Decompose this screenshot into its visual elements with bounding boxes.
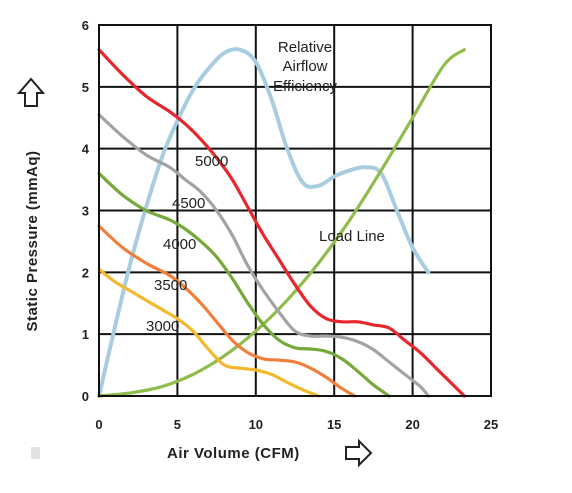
label-4000: 4000 (163, 236, 196, 253)
tick-labels: 0 5 10 15 20 25 0 1 2 3 4 5 6 (82, 18, 498, 432)
y-tick-label: 0 (82, 389, 89, 404)
y-tick-label: 2 (82, 265, 89, 280)
x-axis-arrow-icon (345, 438, 373, 468)
y-tick-label: 3 (82, 204, 89, 219)
series-line-4500 (97, 113, 430, 398)
curves (97, 47, 466, 398)
series-line-3500 (97, 224, 357, 398)
label-4500: 4500 (172, 195, 205, 212)
x-tick-label: 0 (95, 417, 102, 432)
y-tick-label: 1 (82, 327, 89, 342)
x-axis-title: Air Volume (CFM) (167, 445, 300, 462)
y-tick-label: 6 (82, 18, 89, 33)
series-line-3000 (97, 267, 321, 398)
series-line-5000 (97, 48, 466, 398)
annotations: 5000 4500 4000 3500 3000 Load Line Relat… (146, 39, 385, 335)
series-line-load-line (97, 48, 466, 398)
y-axis-title: Static Pressure (mmAq) (24, 150, 41, 331)
label-3500: 3500 (154, 277, 187, 294)
y-tick-label: 5 (82, 80, 89, 95)
series-line-4000 (97, 171, 391, 398)
y-axis-arrow-icon (16, 77, 46, 107)
x-tick-label: 5 (174, 417, 181, 432)
plot-frame (98, 24, 492, 397)
label-efficiency-2: Airflow (282, 58, 327, 75)
x-tick-label: 25 (484, 417, 498, 432)
label-load-line: Load Line (319, 228, 385, 245)
x-tick-label: 15 (327, 417, 341, 432)
series-line-relative-airflow-efficiency (97, 47, 431, 398)
label-efficiency-3: Efficiency (273, 78, 337, 95)
label-3000: 3000 (146, 318, 179, 335)
label-5000: 5000 (195, 153, 228, 170)
watermark-mark (31, 447, 40, 459)
y-tick-label: 4 (82, 142, 90, 157)
label-efficiency-1: Relative (278, 39, 332, 56)
x-tick-label: 20 (405, 417, 419, 432)
x-tick-label: 10 (249, 417, 263, 432)
